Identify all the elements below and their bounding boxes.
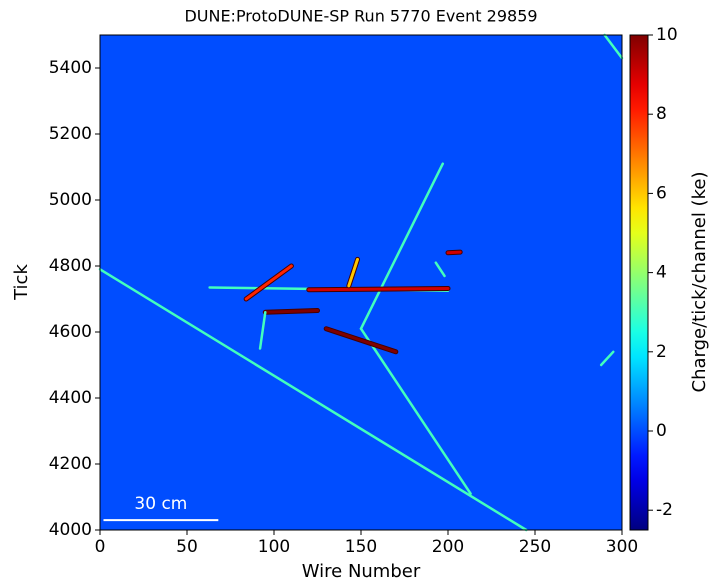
x-tick-label: 50: [176, 537, 198, 557]
y-tick-label: 5400: [49, 58, 92, 78]
colorbar-tick-label: 8: [656, 104, 667, 124]
y-tick-label: 5000: [49, 190, 92, 210]
track: [446, 250, 462, 255]
track: [258, 310, 267, 350]
colorbar-label: Charge/tick/channel (ke): [689, 172, 709, 393]
y-axis-label: Tick: [11, 264, 32, 301]
x-tick-label: 100: [258, 537, 290, 557]
track: [603, 33, 624, 60]
x-tick-label: 150: [345, 537, 377, 557]
track: [244, 264, 293, 301]
y-tick-label: 4000: [49, 520, 92, 540]
y-tick-label: 4600: [49, 322, 92, 342]
track: [98, 268, 528, 532]
colorbar-tick-label: 6: [656, 183, 667, 203]
track: [359, 162, 445, 330]
scale-bar-label: 30 cm: [134, 494, 187, 514]
chart-title: DUNE:ProtoDUNE-SP Run 5770 Event 29859: [184, 7, 537, 26]
track: [347, 257, 360, 288]
track: [263, 309, 319, 314]
track: [307, 286, 450, 292]
track: [324, 327, 398, 354]
colorbar-tick-label: 4: [656, 263, 667, 283]
track: [599, 350, 615, 367]
y-tick-label: 4800: [49, 256, 92, 276]
y-tick-label: 4200: [49, 454, 92, 474]
colorbar-tick-label: -2: [656, 500, 673, 520]
x-tick-label: 250: [519, 537, 551, 557]
track: [359, 327, 472, 495]
y-tick-label: 4400: [49, 388, 92, 408]
y-tick-label: 5200: [49, 124, 92, 144]
colorbar-tick-label: 0: [656, 421, 667, 441]
plot-background: [100, 35, 622, 530]
x-tick-label: 0: [95, 537, 106, 557]
colorbar-tick-label: 2: [656, 342, 667, 362]
x-tick-label: 300: [606, 537, 638, 557]
x-tick-label: 200: [432, 537, 464, 557]
track: [434, 261, 446, 278]
colorbar: [629, 34, 649, 531]
colorbar-tick-label: 10: [656, 25, 678, 45]
x-axis-label: Wire Number: [302, 561, 421, 582]
